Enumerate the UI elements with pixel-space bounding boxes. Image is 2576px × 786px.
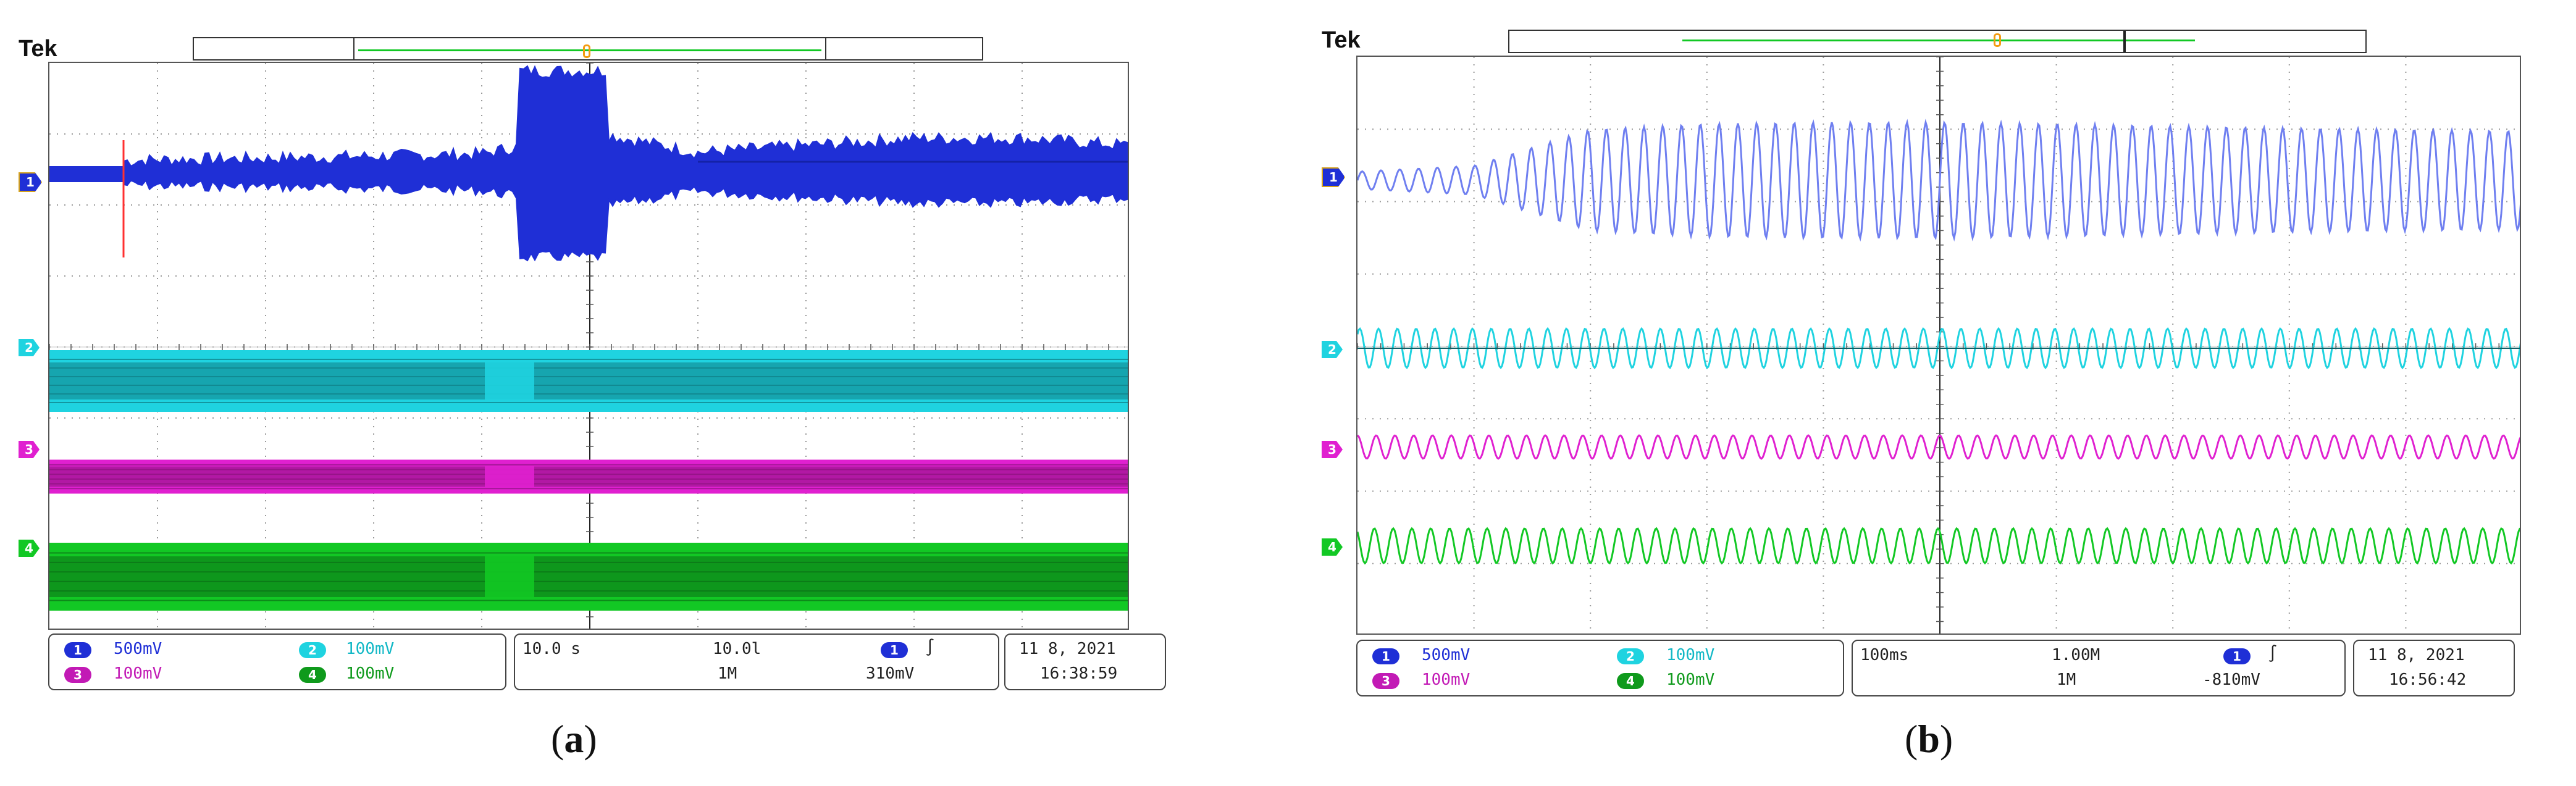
ch1-waveform bbox=[1357, 119, 2520, 242]
ch3-scale: 100mV bbox=[1422, 671, 1471, 689]
date: 11 8, 2021 bbox=[2368, 646, 2465, 664]
waveform-canvas-b bbox=[1357, 57, 2520, 633]
record-window-marker bbox=[2123, 31, 2126, 52]
channel-readout-b: 1 500mV 2 100mV 3 100mV 4 100mV bbox=[1356, 640, 1844, 696]
channel-readout-a: 1 500mV 2 100mV 3 100mV 4 100mV bbox=[48, 633, 506, 690]
sample-rate: 1.00M bbox=[2052, 646, 2100, 664]
caption-a: (a) bbox=[551, 717, 597, 761]
record-window-box bbox=[353, 37, 826, 61]
trigger-level: 310mV bbox=[866, 664, 915, 683]
timebase: 100ms bbox=[1860, 646, 1909, 664]
ch2-ground-marker: 2 bbox=[1322, 341, 1343, 358]
trigger-position-icon bbox=[1994, 33, 2001, 47]
ch4-ground-marker: 4 bbox=[19, 540, 40, 557]
trigger-position-icon bbox=[583, 44, 590, 58]
trigger-slope-icon: ∫ bbox=[925, 638, 935, 657]
ch4-band-notch bbox=[485, 556, 534, 597]
ch2-waveform bbox=[1357, 327, 2520, 370]
ch4-scale: 100mV bbox=[346, 664, 395, 683]
ch1-envelope bbox=[49, 65, 1128, 262]
record-position-bar bbox=[193, 37, 983, 61]
ch2-badge: 2 bbox=[1617, 648, 1644, 664]
ch1-badge: 1 bbox=[64, 642, 91, 658]
timebase: 10.0 s bbox=[522, 640, 581, 658]
time: 16:38:59 bbox=[1040, 664, 1118, 683]
ch2-ground-marker: 2 bbox=[19, 339, 40, 356]
ch4-waveform bbox=[1357, 527, 2520, 565]
record-position-bar bbox=[1508, 30, 2367, 53]
datetime-readout-a: 11 8, 2021 16:38:59 bbox=[1004, 633, 1166, 690]
trigger-channel-badge: 1 bbox=[881, 642, 908, 658]
ch4-scale: 100mV bbox=[1666, 671, 1715, 689]
datetime-readout-b: 11 8, 2021 16:56:42 bbox=[2353, 640, 2515, 696]
ch3-badge: 3 bbox=[1372, 673, 1399, 689]
ch1-badge: 1 bbox=[1372, 648, 1399, 664]
ch1-ground-marker: 1 bbox=[19, 172, 42, 192]
scope-panel-b: Tek 1 2 3 4 1 500mV 2 100mV 3 100mV 4 10… bbox=[1309, 0, 2576, 786]
record-length: 1M bbox=[2057, 671, 2076, 689]
scope-panel-a: Tek 1 2 3 4 1 500mV 2 100mV 3 100mV 4 10… bbox=[0, 0, 1235, 786]
ch3-band-notch bbox=[485, 466, 534, 487]
trigger-slope-icon: ∫ bbox=[2268, 645, 2278, 663]
caption-b: (b) bbox=[1905, 717, 1953, 761]
ch4-badge: 4 bbox=[1617, 673, 1644, 689]
ch4-badge: 4 bbox=[299, 667, 326, 683]
ch3-ground-marker: 3 bbox=[19, 441, 40, 458]
waveform-screen-a bbox=[48, 62, 1129, 630]
ch1-ground-marker: 1 bbox=[1322, 167, 1345, 187]
ch4-ground-marker: 4 bbox=[1322, 538, 1343, 556]
ch3-scale: 100mV bbox=[114, 664, 162, 683]
ch1-scale: 500mV bbox=[114, 640, 162, 658]
ch1-scale: 500mV bbox=[1422, 646, 1471, 664]
trigger-level: -810mV bbox=[2202, 671, 2260, 689]
timebase-readout-a: 10.0 s 10.0l 1M 1 ∫ 310mV bbox=[514, 633, 999, 690]
ch3-waveform bbox=[1357, 434, 2520, 460]
trigger-channel-badge: 1 bbox=[2223, 648, 2251, 664]
ch2-scale: 100mV bbox=[1666, 646, 1715, 664]
ch3-badge: 3 bbox=[64, 667, 91, 683]
ch3-ground-marker: 3 bbox=[1322, 441, 1343, 458]
timebase-readout-b: 100ms 1.00M 1M 1 ∫ -810mV bbox=[1852, 640, 2346, 696]
ch4-band-core bbox=[49, 556, 1128, 597]
record-length: 1M bbox=[718, 664, 737, 683]
waveform-screen-b bbox=[1356, 56, 2521, 635]
ch2-band-notch bbox=[485, 362, 534, 399]
ch2-badge: 2 bbox=[299, 642, 326, 658]
time: 16:56:42 bbox=[2389, 671, 2467, 689]
date: 11 8, 2021 bbox=[1019, 640, 1116, 658]
sample-rate: 10.0l bbox=[713, 640, 761, 658]
tek-logo: Tek bbox=[19, 36, 57, 62]
waveform-canvas-a bbox=[49, 63, 1128, 629]
record-window-line bbox=[1682, 40, 2195, 41]
tek-logo: Tek bbox=[1322, 27, 1361, 53]
ch2-scale: 100mV bbox=[346, 640, 395, 658]
